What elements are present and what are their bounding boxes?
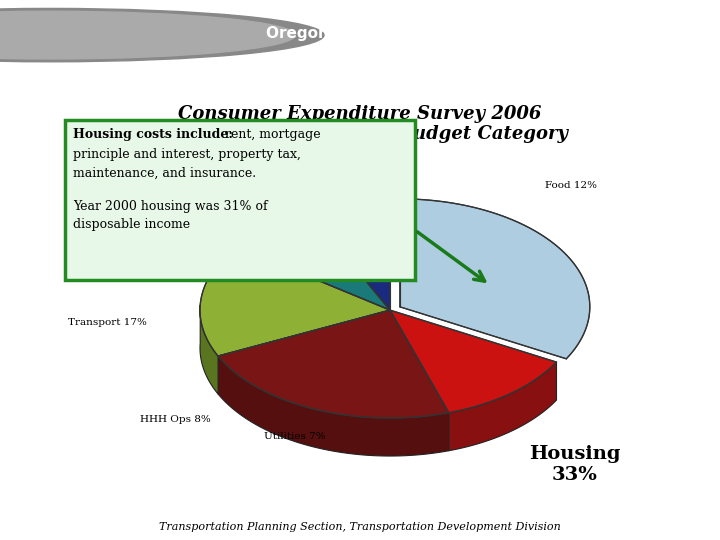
- Text: Oregon Department of Transportation: Oregon Department of Transportation: [266, 26, 593, 41]
- Polygon shape: [200, 305, 218, 394]
- Text: Housing
33%: Housing 33%: [529, 445, 621, 484]
- Text: Household Spending by Budget Category: Household Spending by Budget Category: [152, 125, 568, 143]
- Polygon shape: [200, 247, 390, 356]
- Text: HHH Ops 8%: HHH Ops 8%: [140, 415, 210, 424]
- Text: Transportation Planning Section, Transportation Development Division: Transportation Planning Section, Transpo…: [159, 522, 561, 532]
- Text: Year 2000 housing was 31% of: Year 2000 housing was 31% of: [73, 200, 268, 213]
- Polygon shape: [390, 310, 557, 413]
- Text: Food 12%: Food 12%: [545, 181, 597, 190]
- Polygon shape: [218, 356, 449, 456]
- Polygon shape: [449, 362, 557, 451]
- Text: rent, mortgage: rent, mortgage: [221, 128, 320, 141]
- Text: principle and interest, property tax,: principle and interest, property tax,: [73, 148, 301, 161]
- Text: disposable income: disposable income: [73, 218, 190, 231]
- Text: Utilities 7%: Utilities 7%: [264, 432, 326, 441]
- Polygon shape: [400, 199, 590, 359]
- FancyBboxPatch shape: [65, 120, 415, 280]
- Text: Transport 17%: Transport 17%: [68, 318, 147, 327]
- Circle shape: [0, 9, 324, 62]
- Polygon shape: [236, 212, 390, 310]
- Polygon shape: [309, 202, 390, 310]
- Circle shape: [0, 11, 295, 59]
- Text: Housing costs include:: Housing costs include:: [73, 128, 233, 141]
- Text: maintenance, and insurance.: maintenance, and insurance.: [73, 167, 256, 180]
- FancyArrowPatch shape: [418, 232, 485, 281]
- Text: Consumer Expenditure Survey 2006: Consumer Expenditure Survey 2006: [179, 105, 541, 123]
- Polygon shape: [218, 310, 449, 418]
